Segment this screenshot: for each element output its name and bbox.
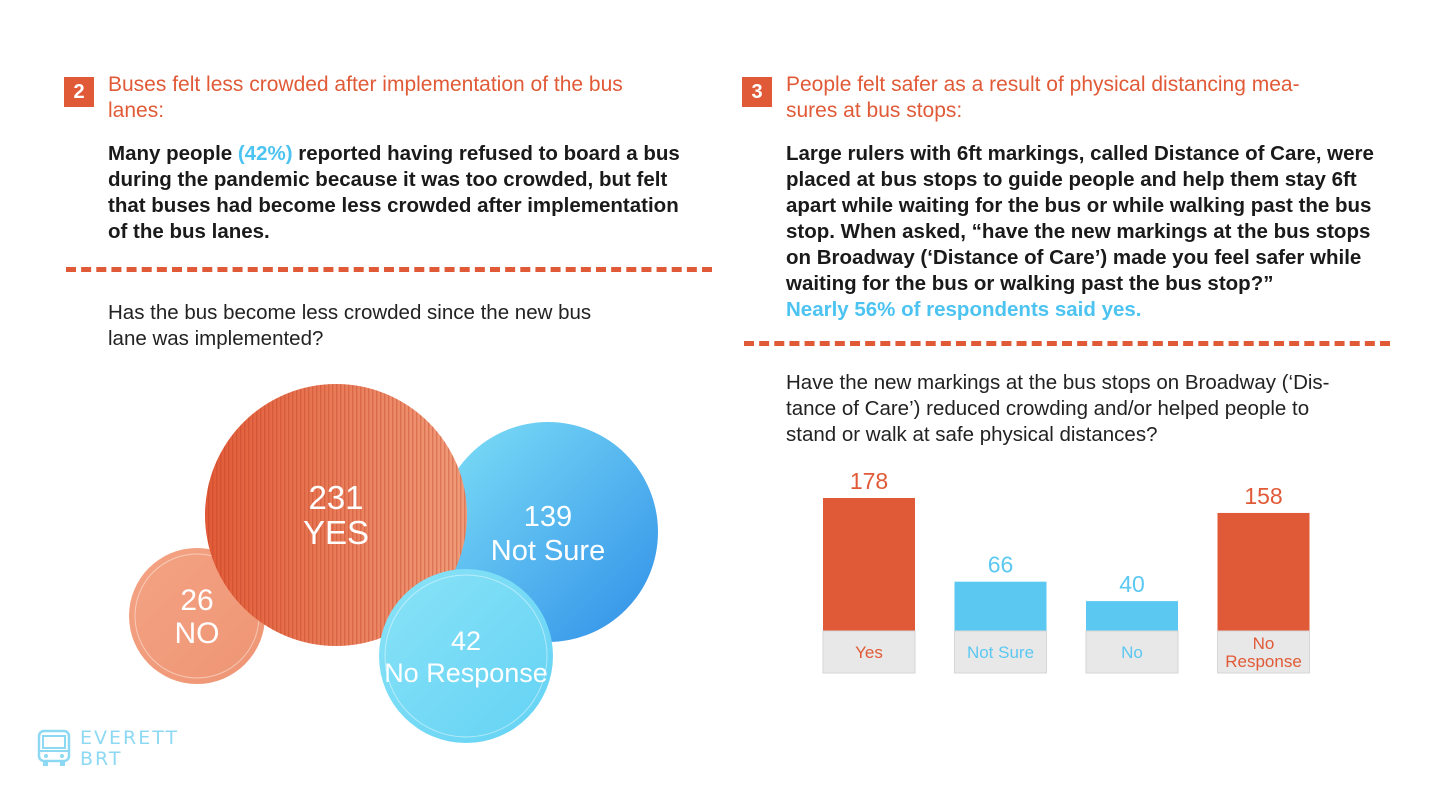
section-3-body-line-1: Large rulers with 6ft markings, called D…	[786, 142, 1374, 165]
bar-category-no-response-line-2: Response	[1225, 652, 1302, 671]
section-3-body-line-3: apart while waiting for the bus or while…	[786, 194, 1372, 217]
bubble-not-sure-value: 139	[524, 501, 572, 533]
bubble-yes-label: YES	[303, 514, 369, 551]
bar-group-no: 40 No	[1085, 571, 1179, 674]
section-2-heading: Buses felt less crowded after implementa…	[108, 72, 623, 124]
bubble-no-response-label: No Response	[384, 658, 548, 688]
bar-label-box-no-response	[1217, 630, 1310, 674]
section-2-body-line-1: Many people (42%) reported having refuse…	[108, 141, 718, 167]
section-3-divider	[744, 341, 1390, 346]
section-2-question-line-1: Has the bus become less crowded since th…	[108, 301, 592, 324]
bar-category-no-response-line-1: No	[1253, 634, 1275, 653]
bar-category-yes: Yes	[855, 643, 883, 662]
bus-icon	[37, 729, 71, 766]
body-text: Many people	[108, 142, 238, 165]
bubble-no-label: NO	[175, 617, 220, 650]
body-text: reported having refused to board a bus	[292, 142, 680, 165]
bar-category-no: No	[1121, 643, 1143, 662]
section-3-question-line-1: Have the new markings at the bus stops o…	[786, 371, 1330, 394]
bubble-yes-texture	[205, 384, 467, 646]
logo-text-line-2: BRT	[80, 748, 123, 770]
bar-label-box-no	[1085, 630, 1179, 674]
bar-value-no: 40	[1119, 571, 1145, 597]
bar-value-no-response: 158	[1244, 483, 1282, 509]
bar-no-response	[1217, 512, 1310, 631]
section-3-number-badge: 3	[742, 77, 772, 107]
section-3-body: Large rulers with 6ft markings, called D…	[786, 141, 1416, 323]
bar-value-not-sure: 66	[988, 552, 1014, 578]
bar-value-yes: 178	[850, 468, 888, 494]
section-3-heading: People felt safer as a result of physica…	[786, 72, 1300, 124]
section-3-question-line-2: tance of Care’) reduced crowding and/or …	[786, 397, 1310, 420]
section-3-body-line-2: placed at bus stops to guide people and …	[786, 168, 1357, 191]
section-3-question-line-3: stand or walk at safe physical distances…	[786, 423, 1158, 446]
section-3-question: Have the new markings at the bus stops o…	[786, 370, 1406, 448]
section-3-heading-line-1: People felt safer as a result of physica…	[786, 73, 1300, 96]
bar-label-box-yes	[822, 630, 916, 674]
section-3-highlight: Nearly 56% of respondents said yes.	[786, 298, 1142, 321]
bar-not-sure	[954, 581, 1047, 631]
section-2-question: Has the bus become less crowded since th…	[108, 300, 688, 352]
section-2-body: Many people (42%) reported having refuse…	[108, 141, 718, 245]
bubble-not-sure-label: Not Sure	[491, 535, 605, 567]
bar-no	[1086, 601, 1178, 631]
bubble-no-response-ring	[384, 574, 548, 738]
bubble-no-response-value: 42	[451, 626, 481, 656]
section-2-divider	[66, 267, 712, 272]
section-2-body-line-3: that buses had become less crowded after…	[108, 194, 679, 217]
bar-category-not-sure: Not Sure	[967, 643, 1034, 662]
section-3-heading-line-2: sures at bus stops:	[786, 99, 963, 122]
bubble-yes-value: 231	[308, 479, 363, 516]
logo-text: EVERETT BRT	[80, 728, 179, 770]
section-3-body-line-5: on Broadway (‘Distance of Care’) made yo…	[786, 246, 1362, 269]
bar-group-yes: 178 Yes	[822, 468, 916, 674]
bubble-no-value: 26	[180, 584, 213, 617]
section-2-body-line-4: of the bus lanes.	[108, 220, 270, 243]
section-3-body-line-4: stop. When asked, “have the new markings…	[786, 220, 1371, 243]
bar-group-not-sure: 66 Not Sure	[954, 552, 1047, 674]
section-2-heading-line-1: Buses felt less crowded after implementa…	[108, 73, 623, 96]
section-2-question-line-2: lane was implemented?	[108, 327, 324, 350]
bar-label-box-not-sure	[954, 630, 1047, 674]
section-2-number-badge: 2	[64, 77, 94, 107]
section-2-heading-line-2: lanes:	[108, 99, 165, 122]
section-3-body-line-6: waiting for the bus or walking past the …	[786, 272, 1274, 295]
section-2-body-line-2: during the pandemic because it was too c…	[108, 168, 668, 191]
everett-brt-logo: EVERETT BRT	[36, 728, 186, 772]
logo-text-line-1: EVERETT	[80, 727, 180, 749]
bubble-no-response-circle	[379, 569, 553, 743]
bar-yes	[823, 498, 915, 631]
highlight-percent: (42%)	[237, 142, 293, 165]
